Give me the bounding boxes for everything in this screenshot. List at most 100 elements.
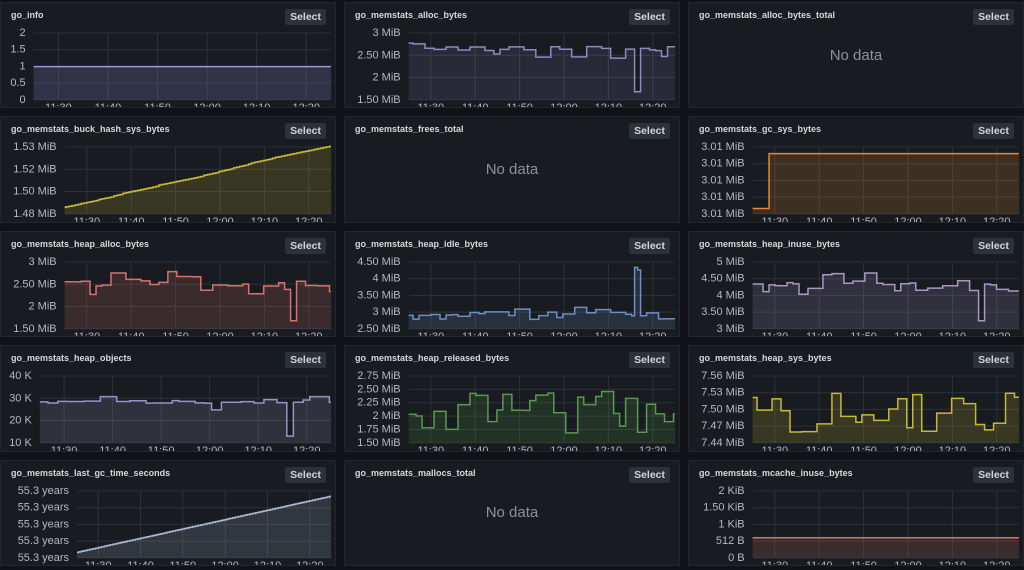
svg-text:12:10: 12:10 [251,331,279,338]
svg-text:11:50: 11:50 [148,445,175,452]
svg-text:12:20: 12:20 [983,445,1011,452]
svg-text:1 KiB: 1 KiB [718,518,744,530]
svg-text:12:00: 12:00 [196,445,224,452]
svg-text:11:40: 11:40 [99,445,126,452]
svg-text:12:10: 12:10 [939,216,967,223]
svg-text:12:20: 12:20 [639,102,667,109]
svg-text:1.50 MiB: 1.50 MiB [13,323,56,335]
svg-text:12:00: 12:00 [550,102,578,109]
svg-text:7.56 MiB: 7.56 MiB [701,370,744,382]
svg-text:7.47 MiB: 7.47 MiB [701,420,744,432]
svg-text:12:20: 12:20 [983,331,1011,338]
svg-text:12:00: 12:00 [206,331,234,338]
svg-text:4.50 MiB: 4.50 MiB [357,256,400,268]
svg-text:12:00: 12:00 [894,445,922,452]
svg-text:30 K: 30 K [9,392,32,404]
svg-text:1.48 MiB: 1.48 MiB [13,208,56,220]
svg-text:12:00: 12:00 [211,559,239,566]
svg-text:0: 0 [19,94,25,106]
svg-text:12:10: 12:10 [595,102,623,109]
svg-text:3.01 MiB: 3.01 MiB [701,175,744,187]
svg-text:12:20: 12:20 [296,559,324,566]
svg-text:11:40: 11:40 [118,331,145,338]
svg-text:12:20: 12:20 [639,331,667,338]
svg-text:11:40: 11:40 [118,216,145,223]
svg-text:11:40: 11:40 [127,559,154,566]
svg-text:12:20: 12:20 [295,331,323,338]
svg-text:12:20: 12:20 [639,445,667,452]
svg-text:20 K: 20 K [9,415,32,427]
svg-text:11:40: 11:40 [95,102,122,109]
svg-text:11:50: 11:50 [144,102,171,109]
svg-text:12:20: 12:20 [295,216,323,223]
svg-text:12:10: 12:10 [243,102,271,109]
svg-text:1.50 MiB: 1.50 MiB [13,186,56,198]
svg-text:12:10: 12:10 [244,445,272,452]
svg-text:12:00: 12:00 [894,559,922,566]
svg-text:11:50: 11:50 [506,102,533,109]
svg-text:11:50: 11:50 [850,331,877,338]
svg-text:11:30: 11:30 [761,216,788,223]
svg-text:12:00: 12:00 [206,216,234,223]
svg-text:12:00: 12:00 [894,216,922,223]
svg-text:12:10: 12:10 [939,445,967,452]
svg-text:1.52 MiB: 1.52 MiB [13,164,56,176]
svg-text:40 K: 40 K [9,370,32,382]
svg-text:12:20: 12:20 [983,216,1011,223]
svg-text:2 MiB: 2 MiB [373,72,401,84]
svg-text:11:30: 11:30 [761,559,788,566]
svg-text:2 MiB: 2 MiB [373,410,401,422]
svg-text:12:10: 12:10 [939,559,967,566]
svg-text:2 MiB: 2 MiB [29,300,57,312]
svg-text:55.3 years: 55.3 years [18,551,70,563]
svg-text:12:10: 12:10 [595,445,623,452]
svg-text:12:10: 12:10 [595,331,623,338]
svg-text:1.75 MiB: 1.75 MiB [357,424,400,436]
svg-text:12:00: 12:00 [550,331,578,338]
svg-text:11:30: 11:30 [73,216,100,223]
svg-text:5 MiB: 5 MiB [717,256,745,268]
svg-text:11:50: 11:50 [850,445,877,452]
svg-text:2 KiB: 2 KiB [718,485,744,497]
svg-text:11:30: 11:30 [417,331,444,338]
svg-text:11:50: 11:50 [162,331,189,338]
svg-text:11:30: 11:30 [85,559,112,566]
svg-text:11:40: 11:40 [806,331,833,338]
svg-text:11:30: 11:30 [45,102,72,109]
svg-text:11:40: 11:40 [462,102,489,109]
svg-text:11:40: 11:40 [806,216,833,223]
svg-text:11:40: 11:40 [806,559,833,566]
svg-text:3.01 MiB: 3.01 MiB [701,158,744,170]
svg-text:11:30: 11:30 [761,331,788,338]
svg-text:1.5: 1.5 [10,44,25,56]
svg-text:11:50: 11:50 [169,559,196,566]
svg-text:1.53 MiB: 1.53 MiB [13,141,56,153]
svg-text:3.50 MiB: 3.50 MiB [357,289,400,301]
svg-text:2.50 MiB: 2.50 MiB [357,49,400,61]
svg-text:12:20: 12:20 [293,445,321,452]
svg-text:1: 1 [19,60,25,72]
svg-text:12:20: 12:20 [292,102,320,109]
svg-text:11:40: 11:40 [462,445,489,452]
svg-text:2.50 MiB: 2.50 MiB [357,323,400,335]
svg-text:11:30: 11:30 [51,445,78,452]
svg-text:11:50: 11:50 [506,331,533,338]
svg-text:11:50: 11:50 [162,216,189,223]
svg-text:3.50 MiB: 3.50 MiB [701,306,744,318]
svg-text:11:30: 11:30 [417,445,444,452]
svg-text:7.44 MiB: 7.44 MiB [701,437,744,449]
svg-text:55.3 years: 55.3 years [18,485,70,497]
svg-text:3 MiB: 3 MiB [373,27,401,39]
svg-text:11:30: 11:30 [761,445,788,452]
svg-text:55.3 years: 55.3 years [18,518,70,530]
svg-text:3 MiB: 3 MiB [373,306,401,318]
svg-text:12:00: 12:00 [894,331,922,338]
svg-text:12:10: 12:10 [254,559,282,566]
svg-text:12:20: 12:20 [983,559,1011,566]
svg-text:12:00: 12:00 [193,102,221,109]
svg-text:11:30: 11:30 [417,102,444,109]
svg-text:2: 2 [19,27,25,39]
svg-text:11:40: 11:40 [462,331,489,338]
svg-text:2.50 MiB: 2.50 MiB [357,384,400,396]
svg-text:12:00: 12:00 [550,445,578,452]
